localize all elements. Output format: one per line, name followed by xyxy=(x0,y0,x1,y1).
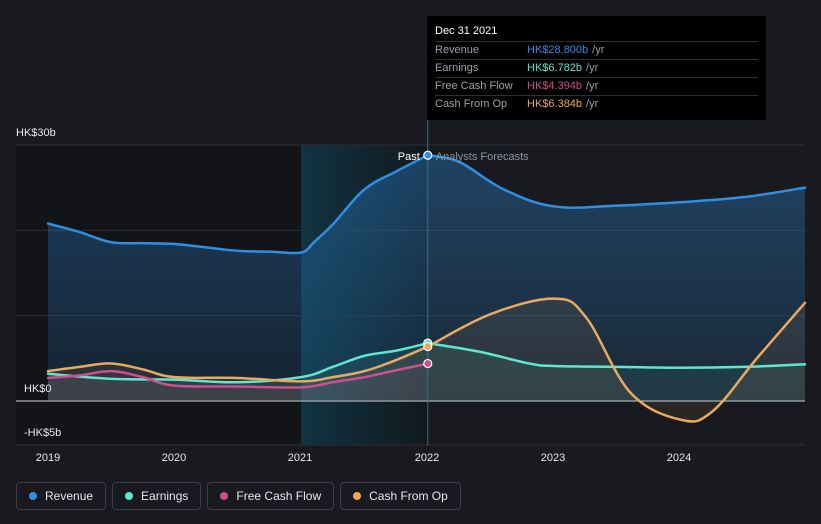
tooltip-series-value: HK$6.384b xyxy=(527,98,583,110)
chart-area: HK$30b HK$0 -HK$5b 2019 2020 2021 2022 2… xyxy=(16,120,807,464)
tooltip-row-revenue: Revenue HK$28.800b /yr xyxy=(435,41,758,59)
tooltip-row-cash-from-op: Cash From Op HK$6.384b /yr xyxy=(435,95,758,113)
revenue-point xyxy=(423,150,433,160)
tooltip-series-name: Earnings xyxy=(435,62,479,74)
free-cash-flow-point xyxy=(423,358,433,369)
past-label: Past xyxy=(398,151,420,163)
x-tick-label: 2020 xyxy=(162,452,186,464)
revenue-past-line xyxy=(46,153,430,255)
y-tick-label: HK$30b xyxy=(16,127,56,139)
earnings-forecast-line xyxy=(426,341,807,369)
forecast-label: Analysts Forecasts xyxy=(436,151,529,163)
cash-from-op-forecast-line xyxy=(426,297,807,423)
cash-from-op-past-line xyxy=(46,345,430,383)
tooltip-unit: /yr xyxy=(586,80,599,92)
x-tick-label: 2024 xyxy=(667,452,691,464)
tooltip-unit: /yr xyxy=(586,98,599,110)
tooltip-series-value: HK$28.800b xyxy=(527,44,589,56)
y-tick-label: -HK$5b xyxy=(24,427,61,439)
tooltip: Dec 31 2021 Revenue HK$28.800b /yr Earni… xyxy=(427,16,766,120)
x-tick-label: 2023 xyxy=(541,452,565,464)
series-lines xyxy=(46,153,807,423)
legend: Revenue Earnings Free Cash Flow Cash Fro… xyxy=(16,482,461,510)
legend-item-free-cash-flow[interactable]: Free Cash Flow xyxy=(207,482,335,510)
tooltip-series-value: HK$6.782b xyxy=(527,62,583,74)
revenue-dot-icon xyxy=(29,492,37,500)
legend-item-earnings[interactable]: Earnings xyxy=(112,482,202,510)
legend-label: Free Cash Flow xyxy=(236,489,322,503)
x-tick-label: 2021 xyxy=(288,452,312,464)
series-areas xyxy=(48,155,805,422)
highlight-points xyxy=(423,150,433,369)
legend-label: Earnings xyxy=(141,489,189,503)
legend-item-revenue[interactable]: Revenue xyxy=(16,482,107,510)
tooltip-row-earnings: Earnings HK$6.782b /yr xyxy=(435,59,758,77)
tooltip-row-free-cash-flow: Free Cash Flow HK$4.394b /yr xyxy=(435,77,758,95)
tooltip-date: Dec 31 2021 xyxy=(435,25,498,37)
tooltip-series-name: Cash From Op xyxy=(435,98,508,110)
cash-from-op-past-area xyxy=(48,346,428,401)
y-tick-label: HK$0 xyxy=(24,383,52,395)
revenue-forecast-area xyxy=(427,155,805,401)
revenue-forecast-line xyxy=(426,153,807,209)
tooltip-series-name: Free Cash Flow xyxy=(435,80,513,92)
earnings-dot-icon xyxy=(125,492,134,500)
earnings-past-area xyxy=(48,343,428,401)
x-tick-label: 2019 xyxy=(36,452,60,464)
tooltip-series-value: HK$4.394b xyxy=(527,80,583,92)
cash-from-op-dot-icon xyxy=(353,492,362,500)
tooltip-unit: /yr xyxy=(592,44,605,56)
free-cash-flow-past-area xyxy=(48,363,428,401)
legend-label: Cash From Op xyxy=(369,489,448,503)
cash-from-op-forecast-area xyxy=(427,298,805,422)
free-cash-flow-past-line xyxy=(46,362,430,389)
earnings-past-line xyxy=(46,341,430,384)
tooltip-series-name: Revenue xyxy=(435,44,480,56)
free-cash-flow-dot-icon xyxy=(220,492,229,500)
legend-label: Revenue xyxy=(45,489,94,503)
revenue-past-area xyxy=(48,155,428,401)
legend-item-cash-from-op[interactable]: Cash From Op xyxy=(340,482,461,510)
tooltip-unit: /yr xyxy=(586,62,599,74)
x-tick-label: 2022 xyxy=(415,452,439,464)
cash-from-op-point xyxy=(423,341,433,352)
